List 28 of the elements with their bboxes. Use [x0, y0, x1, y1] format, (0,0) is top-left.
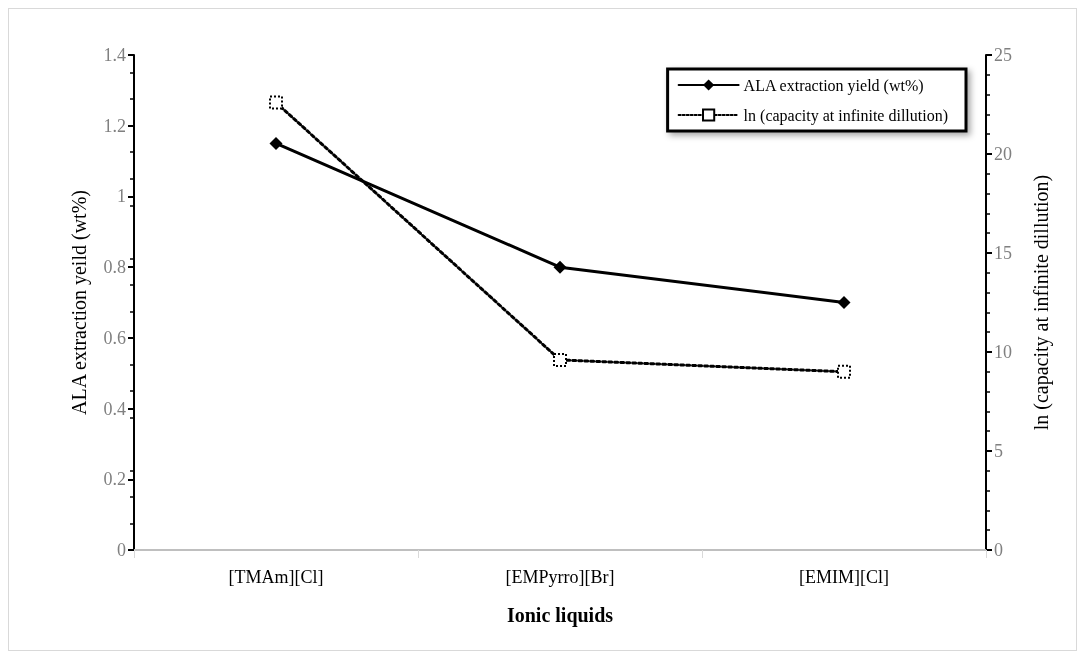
- y2-tick-label: 0: [994, 540, 1003, 560]
- point: [837, 296, 851, 309]
- y-tick-label: 0: [117, 540, 126, 560]
- point: [553, 352, 567, 367]
- y-axis-title: ALA extraction yeild (wt%): [68, 190, 91, 415]
- legend-label: ln (capacity at infinite dillution): [743, 106, 949, 125]
- x-tick-label: [TMAm][Cl]: [228, 567, 324, 587]
- x-tick-label: [EMPyrro][Br]: [505, 567, 615, 587]
- y-tick-label: 1: [117, 186, 126, 207]
- y-tick-label: 0.2: [103, 469, 126, 490]
- x-axis-title: Ionic liquids: [506, 604, 614, 627]
- y2-tick-label: 15: [994, 243, 1012, 263]
- y-tick-label: 0.8: [103, 257, 126, 278]
- point: [553, 260, 567, 274]
- y2-tick-label: 25: [994, 45, 1012, 65]
- y-tick-label: 0.4: [103, 398, 126, 419]
- y-tick-label: 1.2: [103, 115, 126, 136]
- y-tick-label: 0.6: [103, 327, 126, 348]
- point: [837, 364, 851, 379]
- point: [269, 95, 283, 110]
- y2-axis-title: ln (capacity at infinite dillution): [1030, 174, 1053, 431]
- y-tick-label: 1.4: [103, 45, 126, 65]
- y2-tick-label: 5: [994, 441, 1003, 461]
- legend-label: ALA extraction yield (wt%): [743, 76, 924, 95]
- y2-tick-label: 10: [994, 342, 1012, 362]
- x-tick-label: [EMIM][Cl]: [799, 567, 889, 587]
- y2-tick-label: 20: [994, 144, 1012, 164]
- point: [269, 136, 283, 150]
